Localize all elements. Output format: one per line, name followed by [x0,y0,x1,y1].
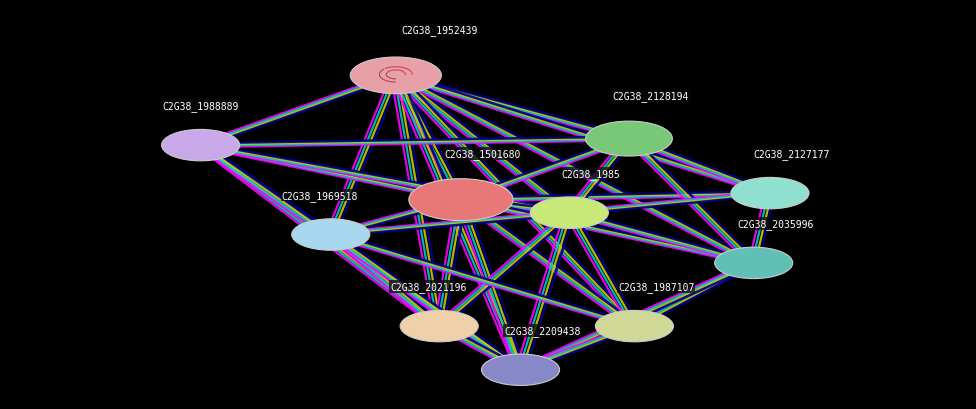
Circle shape [586,122,672,157]
Text: C2G38_1952439: C2G38_1952439 [401,25,477,36]
Text: C2G38_2209438: C2G38_2209438 [504,325,581,336]
Circle shape [350,58,441,94]
Text: C2G38_1985: C2G38_1985 [561,169,621,179]
Text: C2G38_1969518: C2G38_1969518 [282,190,358,201]
Circle shape [481,354,559,386]
Text: C2G38_1501680: C2G38_1501680 [444,149,521,160]
Circle shape [714,247,793,279]
Circle shape [162,130,240,162]
Text: C2G38_2021196: C2G38_2021196 [390,281,467,292]
Text: C2G38_2128194: C2G38_2128194 [613,91,689,102]
Text: C2G38_1987107: C2G38_1987107 [618,281,694,292]
Circle shape [731,178,809,209]
Circle shape [595,311,673,342]
Text: C2G38_1988889: C2G38_1988889 [162,101,239,112]
Circle shape [400,311,478,342]
Text: C2G38_2035996: C2G38_2035996 [737,218,814,229]
Circle shape [530,198,608,229]
Circle shape [409,179,513,221]
Circle shape [292,219,370,251]
Text: C2G38_2127177: C2G38_2127177 [753,149,830,160]
